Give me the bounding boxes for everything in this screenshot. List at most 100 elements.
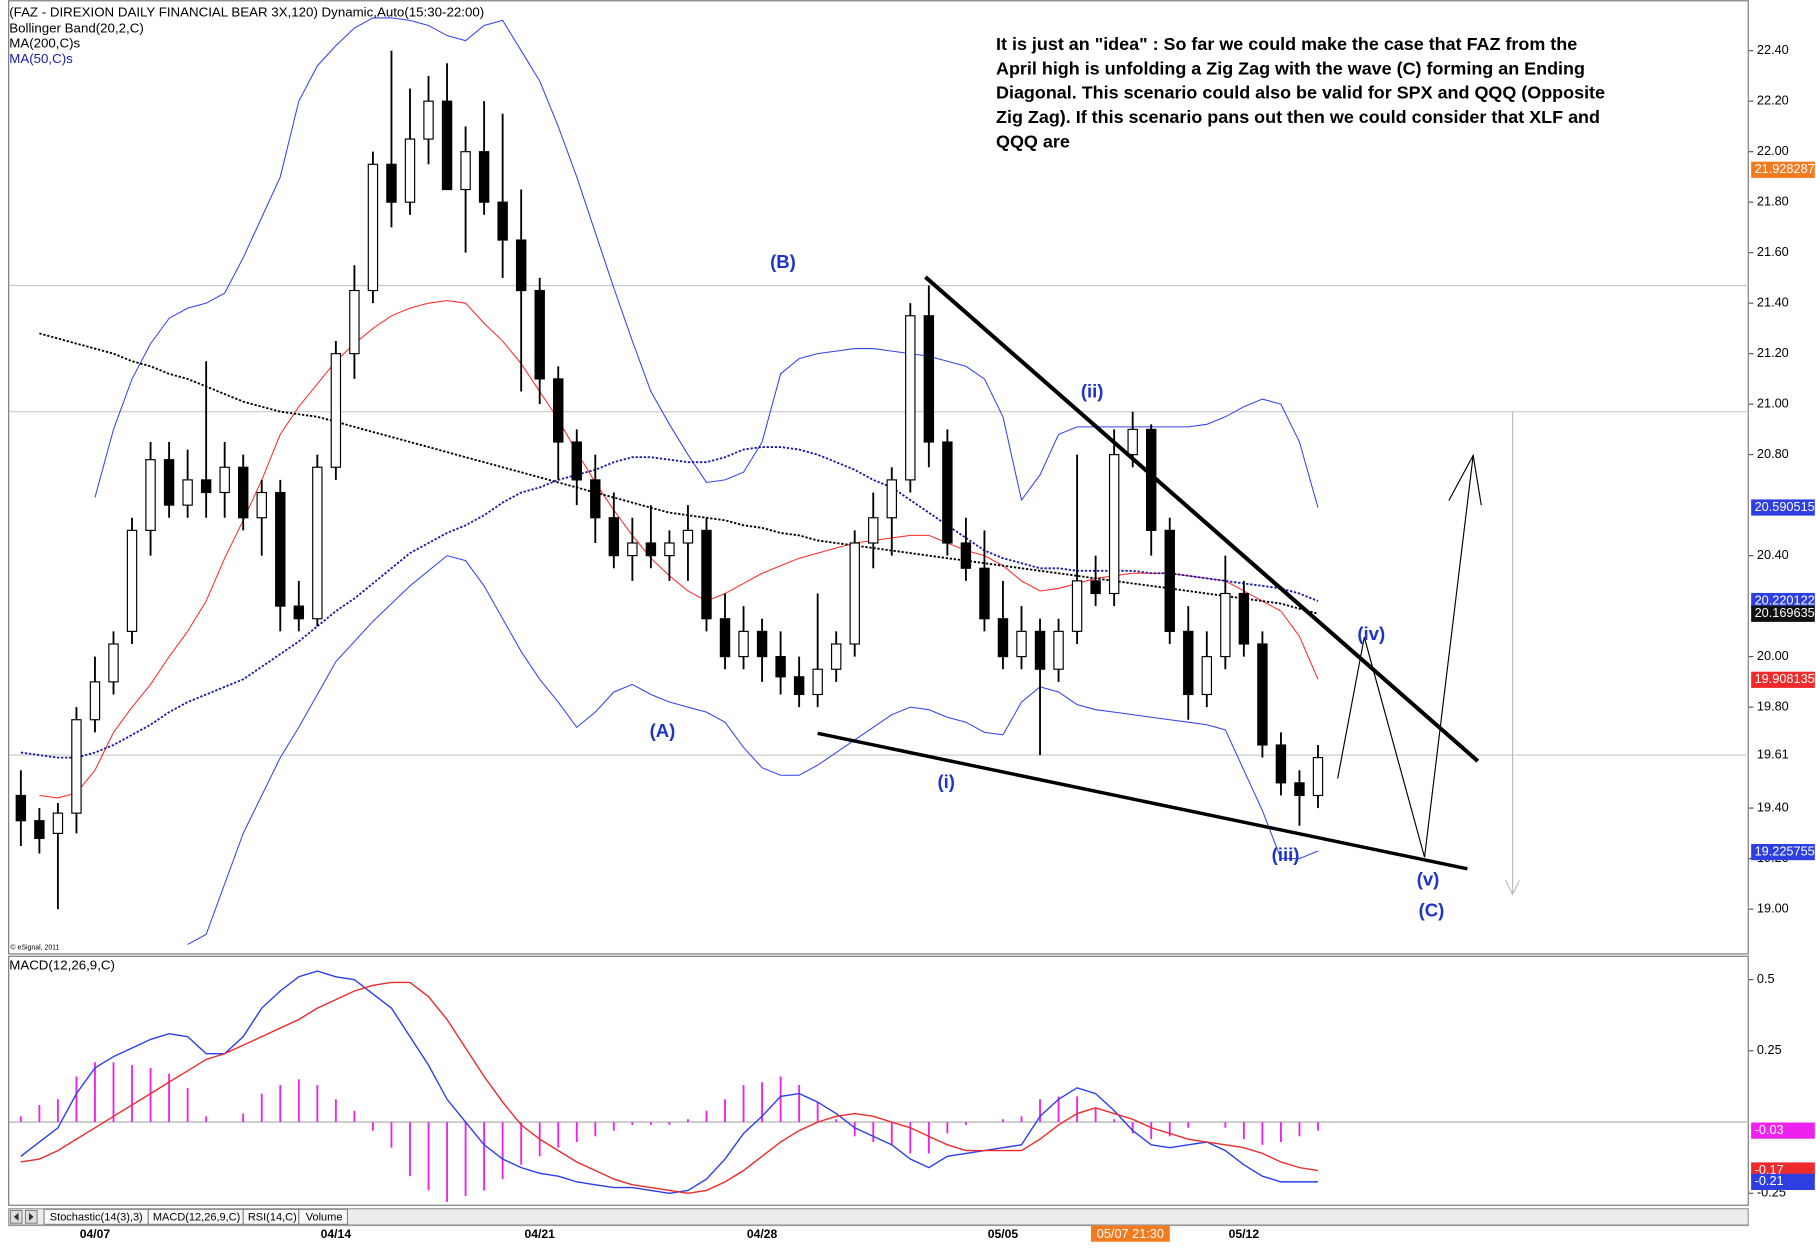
candle-body: [460, 151, 471, 191]
wave-label: (C): [1419, 900, 1445, 921]
tab[interactable]: [298, 1208, 349, 1225]
arrow-head: [1448, 453, 1482, 506]
legend-entry: Bollinger Band(20,2,C): [9, 21, 144, 36]
candle-body: [682, 529, 694, 544]
candle-body: [1275, 744, 1287, 784]
candle-body: [738, 630, 749, 658]
y-tick-label: 21.60: [1757, 244, 1789, 259]
scroll-left-icon: [13, 1212, 19, 1221]
candle-body: [830, 643, 842, 670]
price-label-box: [1751, 1122, 1815, 1139]
candle-body: [812, 668, 823, 696]
bollinger-middle: [39, 300, 1319, 799]
candle-body: [367, 163, 379, 292]
trendline: [924, 275, 1480, 763]
candle-body: [1071, 580, 1083, 632]
y-tick-label: 0.25: [1757, 1042, 1782, 1057]
candle-body: [793, 676, 805, 696]
candle-body: [1034, 630, 1046, 670]
candle-body: [1312, 757, 1324, 797]
wave-label: (i): [937, 771, 954, 792]
candle-body: [849, 542, 860, 645]
candle-body: [478, 151, 490, 203]
candle-body: [886, 479, 897, 519]
candle-body: [423, 100, 434, 140]
y-tick-label: 21.00: [1757, 396, 1789, 411]
y-tick-label: 22.20: [1757, 93, 1789, 108]
candle-body: [238, 466, 249, 519]
y-tick-label: 21.20: [1757, 345, 1789, 360]
candle-body: [1053, 630, 1064, 670]
tab-label: Stochastic(14(3),3): [50, 1211, 143, 1223]
candle-body: [608, 517, 620, 557]
candle-body: [52, 812, 64, 834]
candle-body: [200, 479, 212, 494]
candle-body: [386, 163, 397, 203]
tab-label: Volume: [306, 1211, 343, 1223]
candle-body: [571, 441, 582, 481]
candle-body: [1016, 630, 1027, 658]
x-tick-label: 04/21: [524, 1227, 555, 1241]
candle-body: [145, 459, 156, 531]
y-tick-label: 20.40: [1757, 547, 1789, 562]
scroll-right-icon: [28, 1212, 34, 1221]
candle-body: [1164, 529, 1175, 632]
cursor-label: 05/07 21:30: [1097, 1226, 1164, 1241]
annotation-line: It is just an "idea" : So far we could m…: [996, 34, 1577, 54]
macd-line: [20, 981, 1319, 1195]
candle-body: [293, 605, 305, 620]
candle-body: [553, 378, 564, 443]
annotation-line: Zig Zag). If this scenario pans out then…: [996, 107, 1600, 127]
candle-body: [719, 618, 731, 658]
candle-body: [330, 353, 342, 468]
macd-panel: [8, 955, 1749, 1206]
candle-body: [349, 289, 360, 355]
annotation-line: QQQ are: [996, 131, 1070, 151]
price-label-box: [1751, 671, 1815, 688]
candle-body: [1220, 592, 1231, 658]
arrow-head: [1505, 880, 1521, 896]
candle-body: [868, 517, 879, 544]
macd-title: MACD(12,26,9,C): [9, 958, 115, 973]
candle-body: [960, 542, 972, 569]
candle-body: [997, 618, 1009, 658]
price-label: 19.225755: [1755, 843, 1815, 858]
candle-body: [1257, 643, 1268, 746]
wave-label: (iv): [1357, 623, 1385, 644]
candle-body: [756, 630, 768, 658]
y-tick-label: 20.80: [1757, 446, 1789, 461]
x-tick-label: 05/12: [1229, 1227, 1260, 1241]
bollinger-upper: [94, 17, 1319, 508]
copyright: © eSignal, 2011: [10, 943, 59, 951]
candle-body: [71, 719, 82, 814]
candle-body: [182, 479, 193, 506]
tab-label: RSI(14,C): [248, 1211, 297, 1223]
candle-body: [664, 542, 675, 557]
candle-body: [275, 491, 286, 607]
price-label: 20.169635: [1755, 605, 1815, 620]
candle-body: [441, 100, 453, 191]
candle-body: [515, 239, 527, 292]
cursor-label-box: [1090, 1225, 1170, 1242]
price-label: -0.03: [1755, 1122, 1784, 1137]
y-tick-label: 19.80: [1757, 698, 1789, 713]
price-panel: [8, 0, 1749, 955]
candle-body: [89, 681, 101, 721]
candle-body: [701, 529, 712, 620]
candle-body: [1238, 592, 1250, 645]
annotation-line: Diagonal. This scenario could also be va…: [996, 83, 1605, 103]
candle-body: [15, 794, 27, 822]
price-label: -0.17: [1755, 1162, 1784, 1177]
chart-title: (FAZ - DIREXION DAILY FINANCIAL BEAR 3X,…: [9, 4, 484, 19]
candle-body: [312, 466, 323, 620]
wave-label: (iii): [1272, 844, 1300, 865]
candle-body: [534, 289, 545, 380]
candle-body: [497, 201, 508, 241]
candle-body: [163, 459, 175, 506]
candle-body: [126, 529, 138, 632]
candle-body: [34, 820, 45, 839]
candle-body: [1294, 782, 1305, 797]
trendline: [817, 731, 1468, 871]
candle-body: [979, 567, 990, 620]
